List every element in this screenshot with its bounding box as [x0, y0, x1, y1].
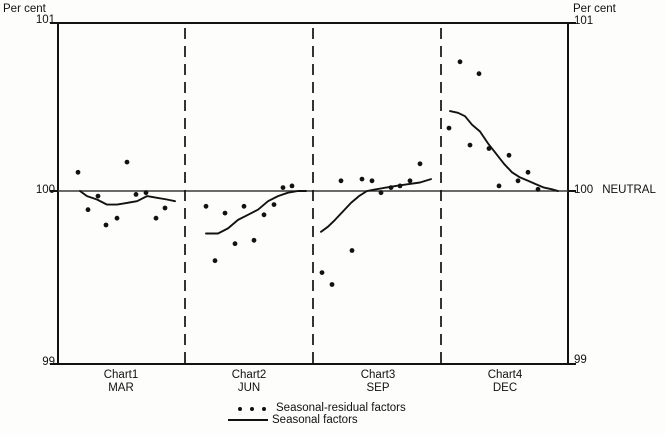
- scatter-dot-mar: [143, 190, 149, 196]
- scatter-dot-jun: [251, 237, 257, 243]
- scatter-dot-dec: [457, 59, 463, 65]
- panel-month-name: JUN: [237, 381, 261, 394]
- scatter-dot-jun: [203, 203, 209, 209]
- seasonal-curve-dec: [449, 110, 559, 192]
- scatter-dot-sep: [349, 248, 355, 253]
- scatter-dot-jun: [289, 183, 295, 189]
- scatter-dot-sep: [329, 282, 335, 287]
- panel-chart-name: Chart3: [360, 369, 396, 381]
- scatter-dot-jun: [232, 241, 238, 247]
- neutral-label: NEUTRAL: [602, 184, 656, 196]
- left-axis-title: Per cent: [3, 3, 46, 15]
- scatter-dot-mar: [85, 207, 91, 213]
- panel-chart-name: Chart1: [103, 369, 139, 381]
- scatter-dot-mar: [95, 193, 101, 199]
- panel-month-name: DEC: [492, 381, 518, 394]
- scatter-dot-dec: [476, 71, 482, 77]
- left-tick-100: 100: [35, 184, 55, 196]
- right-tick-100-neutral: 100 NEUTRAL: [574, 184, 656, 197]
- scatter-dot-sep: [359, 176, 365, 182]
- seasonal-curve-jun: [205, 190, 307, 235]
- scatter-dot-sep: [417, 161, 423, 167]
- plot-frame: [57, 22, 569, 365]
- scatter-dot-sep: [369, 178, 375, 184]
- panel-label-jun: Chart2 JUN: [189, 369, 309, 394]
- scatter-dot-dec: [515, 178, 521, 184]
- scatter-dot-sep: [378, 190, 384, 196]
- scatter-dot-mar: [114, 215, 120, 221]
- panel-month-name: SEP: [366, 381, 390, 394]
- panel-chart-name: Chart4: [487, 369, 523, 381]
- seasonal-curve-sep: [320, 178, 432, 233]
- left-tick-101: 101: [35, 14, 55, 26]
- scatter-dot-jun: [261, 212, 267, 218]
- scatter-dot-jun: [222, 210, 228, 216]
- line-marker-icon: [228, 419, 268, 422]
- legend-row-seasonal: Seasonal factors: [228, 413, 406, 427]
- left-tick-99: 99: [42, 356, 55, 368]
- scatter-dot-jun: [241, 203, 247, 209]
- scatter-dot-jun: [212, 258, 218, 264]
- scatter-dot-dec: [467, 142, 473, 148]
- panel-label-mar: Chart1 MAR: [61, 369, 181, 394]
- legend-row-residual: Seasonal-residual factors: [228, 402, 406, 415]
- seasonal-curve-mar: [79, 190, 176, 206]
- legend: Seasonal-residual factors Seasonal facto…: [228, 402, 406, 427]
- panel-label-sep: Chart3 SEP: [318, 369, 438, 394]
- scatter-dot-sep: [407, 178, 413, 184]
- scatter-dot-dec: [506, 152, 512, 158]
- scatter-dot-mar: [75, 169, 81, 175]
- right-tick-101: 101: [574, 15, 594, 27]
- panel-chart-name: Chart2: [231, 369, 267, 381]
- scatter-dot-dec: [446, 125, 452, 131]
- scatter-dot-mar: [133, 192, 139, 197]
- scatter-dot-mar: [153, 215, 159, 221]
- panel-month-name: MAR: [108, 381, 134, 394]
- right-axis-title: Per cent: [573, 3, 616, 15]
- panel-label-dec: Chart4 DEC: [445, 369, 565, 394]
- scatter-dot-jun: [280, 185, 286, 191]
- legend-label-seasonal: Seasonal factors: [272, 413, 358, 426]
- scatter-dot-mar: [124, 159, 130, 165]
- right-tick-100: 100: [574, 184, 594, 196]
- scatter-dots-icon: [228, 406, 276, 411]
- scatter-dot-dec: [525, 169, 531, 175]
- scatter-dot-dec: [496, 183, 502, 189]
- scatter-dot-dec: [535, 186, 541, 192]
- legend-label-residual: Seasonal-residual factors: [276, 402, 406, 414]
- scatter-dot-jun: [271, 202, 277, 208]
- right-tick-99: 99: [574, 354, 587, 366]
- scatter-dot-mar: [103, 222, 109, 228]
- scatter-dot-sep: [338, 178, 344, 184]
- scatter-dot-mar: [162, 205, 168, 211]
- scatter-dot-sep: [319, 270, 325, 275]
